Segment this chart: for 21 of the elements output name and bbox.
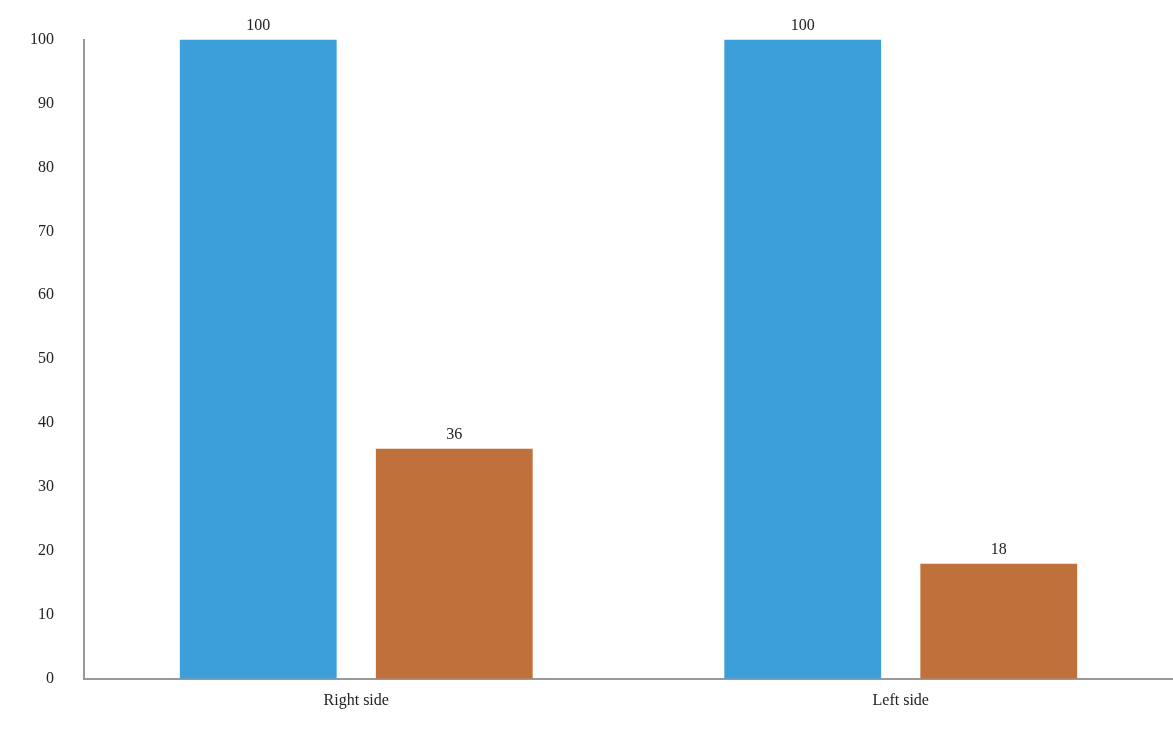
y-tick-label: 90 (38, 93, 54, 111)
bar (724, 39, 882, 679)
x-tick-label: Right side (323, 690, 389, 709)
y-tick-label: 60 (38, 285, 54, 303)
x-tick-label: Left side (872, 690, 929, 708)
data-label: 36 (446, 424, 463, 442)
y-tick-label: 10 (38, 605, 54, 623)
y-tick-label: 20 (38, 541, 54, 559)
y-tick-label: 40 (38, 413, 54, 431)
y-tick-label: 50 (38, 349, 54, 367)
y-tick-label: 70 (38, 221, 54, 239)
y-tick-label: 80 (38, 157, 54, 175)
data-label: 18 (990, 539, 1007, 557)
bar (920, 563, 1078, 679)
y-tick-label: 100 (30, 29, 54, 47)
bar (179, 39, 337, 679)
y-tick-label: 30 (38, 477, 54, 495)
bar (375, 448, 533, 679)
data-label: 100 (790, 15, 815, 33)
data-label: 100 (246, 15, 271, 33)
y-tick-label: 0 (46, 669, 54, 686)
